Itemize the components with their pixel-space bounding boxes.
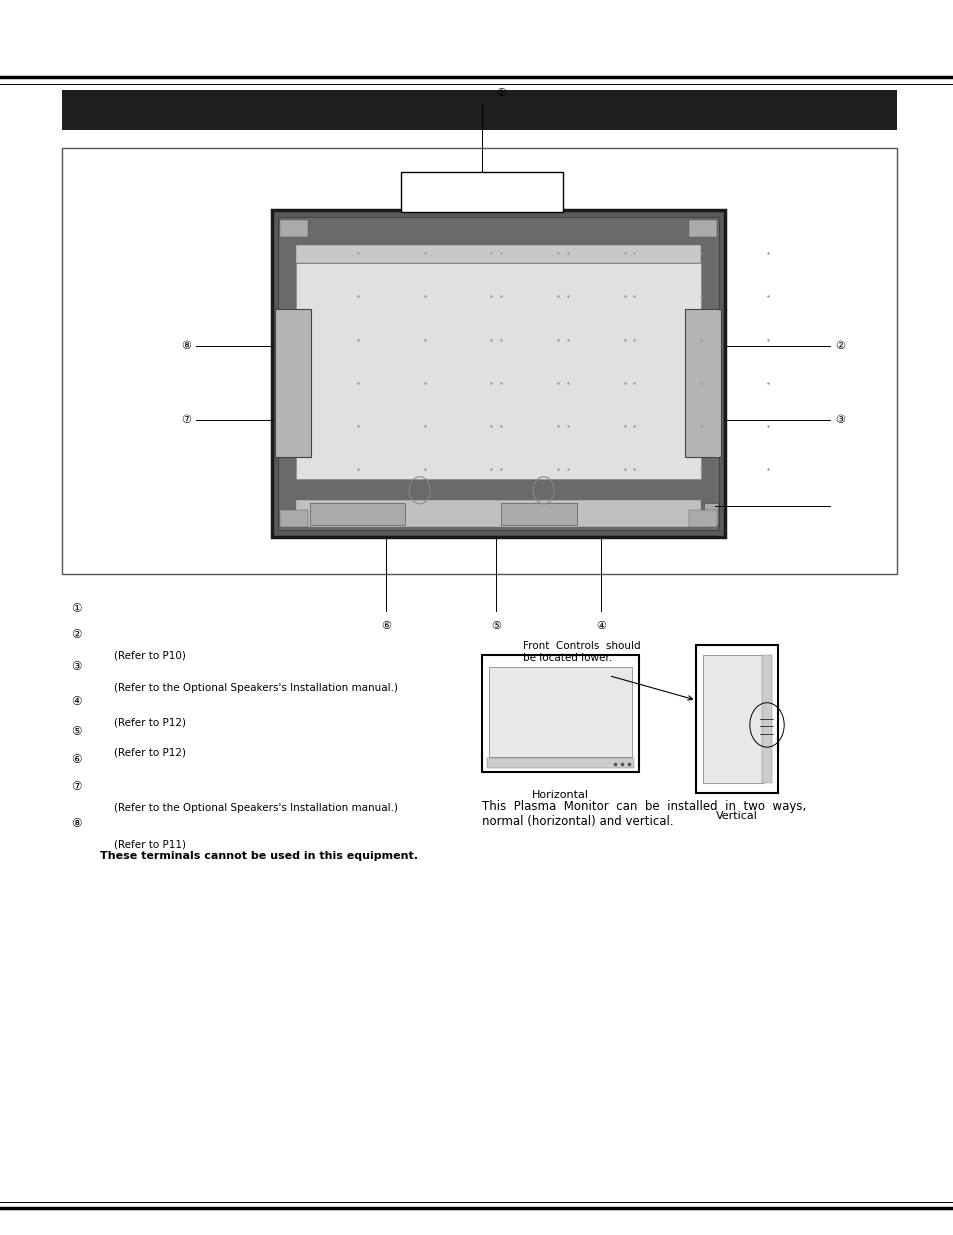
Text: ⑧: ⑧ [71,818,82,830]
Bar [277,217,719,530]
Text: (Refer to P12): (Refer to P12) [114,718,186,727]
Text: (Refer to the Optional Speakers's Installation manual.): (Refer to the Optional Speakers's Instal… [114,683,398,693]
Text: ①: ① [71,603,82,615]
Bar [310,503,405,525]
Bar [62,90,896,130]
Bar [295,245,700,263]
Bar [272,210,724,537]
Bar [688,220,717,237]
Bar [279,220,308,237]
Text: ⑥: ⑥ [381,621,391,631]
Bar [703,503,718,525]
Text: ④: ④ [71,695,82,708]
Bar [295,263,700,479]
Bar [696,645,777,793]
Text: (Refer to P10): (Refer to P10) [114,651,186,661]
Text: (Refer to P12): (Refer to P12) [114,747,186,757]
Text: Front  Controls  should
be located lower.: Front Controls should be located lower. [522,641,639,663]
Text: ③: ③ [834,415,843,425]
Text: ①: ① [496,88,505,98]
Text: ⑥: ⑥ [71,753,82,766]
Text: ⑦: ⑦ [181,415,191,425]
Bar [489,667,631,757]
Text: ②: ② [834,341,843,351]
Bar [62,148,896,574]
Bar [702,655,762,783]
Text: These terminals cannot be used in this equipment.: These terminals cannot be used in this e… [100,851,417,861]
Text: ⑤: ⑤ [491,621,500,631]
Text: Horizontal: Horizontal [532,790,588,800]
Text: ⑤: ⑤ [71,725,82,737]
Text: This  Plasma  Monitor  can  be  installed  in  two  ways,
normal (horizontal) an: This Plasma Monitor can be installed in … [481,800,805,829]
Text: (Refer to P11): (Refer to P11) [114,840,186,850]
Text: ③: ③ [71,661,82,673]
Bar [295,500,700,527]
Text: Vertical: Vertical [716,811,757,821]
Bar [279,510,308,527]
Text: ④: ④ [596,621,605,631]
Text: ⑧: ⑧ [181,341,191,351]
Text: ②: ② [71,629,82,641]
Bar [481,655,639,772]
Bar [500,503,577,525]
Bar [274,309,311,457]
Bar [486,758,634,768]
Bar [400,172,562,212]
Bar [684,309,720,457]
Text: (Refer to the Optional Speakers's Installation manual.): (Refer to the Optional Speakers's Instal… [114,803,398,813]
Bar [688,510,717,527]
Bar [761,655,771,783]
Text: ⑦: ⑦ [71,781,82,793]
